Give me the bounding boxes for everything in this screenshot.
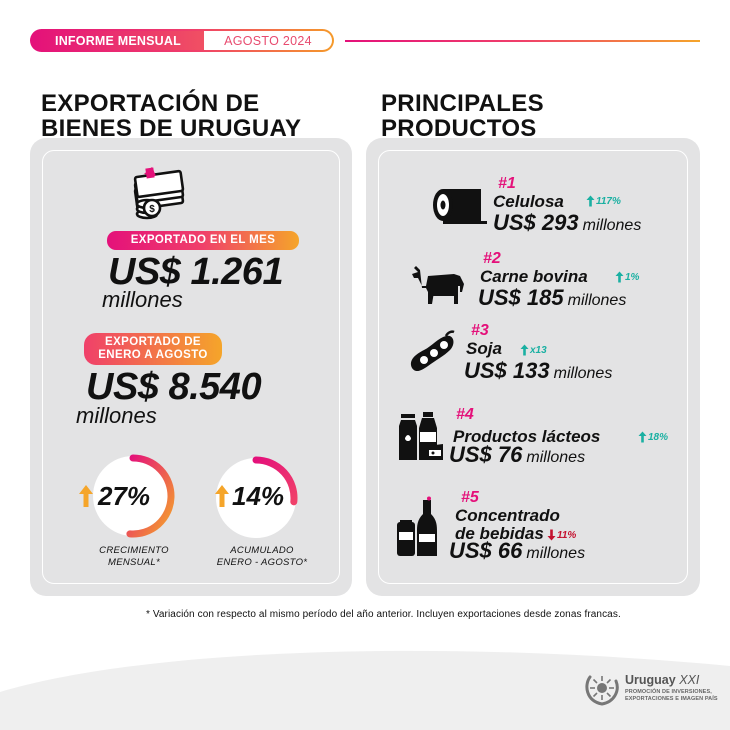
exports-title: EXPORTACIÓN DE BIENES DE URUGUAY [41,90,302,142]
arrow-up-icon [215,485,229,507]
svg-text:$: $ [149,204,155,215]
arrow-up-icon [586,195,595,207]
arrow-up-icon [79,485,93,507]
monthly-growth-caption: CRECIMIENTO MENSUAL* [99,545,169,568]
product-rank: #3 [471,322,489,339]
money-stack-icon: $ [133,167,185,220]
uruguay-xxi-logo: Uruguay XXI PROMOCIÓN DE INVERSIONES, EX… [625,673,718,702]
month-export-tag: EXPORTADO EN EL MES [107,231,299,250]
product-name: Celulosa [493,192,564,211]
ytd-export-unit: millones [76,403,157,428]
cow-icon [412,266,464,304]
ytd-export-value: US$ 8.540 [86,366,262,408]
ytd-export-tag: EXPORTADO DE ENERO A AGOSTO [84,333,222,365]
month-export-unit: millones [102,287,183,312]
ytd-growth-gauge [216,456,298,538]
dairy-icon [399,412,443,460]
product-name: Soja [466,339,502,358]
monthly-growth-gauge [93,454,175,538]
ytd-growth-caption: ACUMULADO ENERO - AGOSTO* [216,545,308,568]
report-header-pill: INFORME MENSUAL AGOSTO 2024 [30,29,334,52]
product-rank: #1 [498,175,516,192]
footer-wave [0,650,730,730]
product-value: US$ 185 millones [478,285,627,310]
arrow-up-icon [615,271,624,283]
month-export-value: US$ 1.261 [108,251,284,293]
report-period: AGOSTO 2024 [204,31,332,50]
arrow-up-icon [638,431,647,443]
product-growth: 1% [615,271,639,283]
product-rank: #4 [456,406,474,423]
footnote: * Variación con respecto al mismo períod… [146,609,621,620]
product-growth: x13 [520,344,547,356]
arrow-down-icon [547,529,556,541]
product-value: US$ 66 millones [449,538,586,563]
product-name: Concentrado de bebidas [455,506,560,543]
header-divider [345,40,700,42]
product-growth: 117% [586,195,621,207]
ytd-growth-value: 14% [232,481,285,511]
product-value: US$ 76 millones [449,442,586,467]
product-growth: 18% [638,431,668,443]
pulp-roll-icon [433,189,487,224]
products-title: PRINCIPALES PRODUCTOS [381,90,544,142]
product-name: Productos lácteos [453,427,601,446]
exports-panel [30,138,352,596]
product-rank: #5 [461,489,479,506]
uruguay-xxi-logo-icon [585,675,619,706]
arrow-up-icon [520,344,529,356]
soybean-icon [410,330,455,372]
report-label: INFORME MENSUAL [32,31,204,50]
monthly-growth-value: 27% [98,481,151,511]
product-name: Carne bovina [480,267,588,286]
product-growth: 11% [547,529,576,541]
product-value: US$ 133 millones [464,358,613,383]
beverage-icon [397,496,437,556]
product-value: US$ 293 millones [493,210,642,235]
product-rank: #2 [483,250,501,267]
